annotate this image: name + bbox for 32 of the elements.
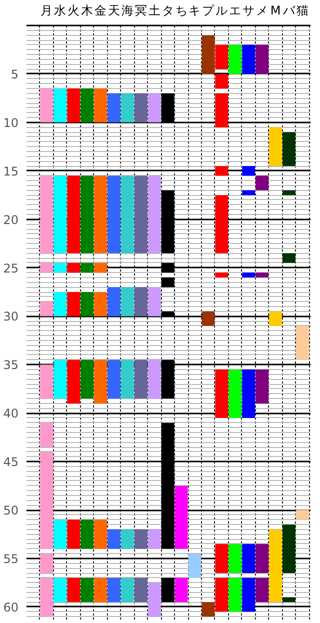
x-tick-label: 月 <box>40 4 53 18</box>
x-tick-label: サ <box>242 4 255 18</box>
x-tick-label: 水 <box>54 4 66 18</box>
x-tick-label: M <box>270 4 281 18</box>
x-tick-label: 火 <box>68 4 80 18</box>
x-tick-label: プ <box>202 4 216 18</box>
x-tick-label: 木 <box>81 4 94 18</box>
x-tick-label: ち <box>175 4 188 18</box>
y-tick-label: 15 <box>3 164 19 178</box>
x-tick-label: キ <box>188 4 201 18</box>
y-tick-label: 25 <box>3 261 19 276</box>
y-tick-label: 45 <box>3 455 19 470</box>
x-tick-label: バ <box>282 4 296 18</box>
x-tick-label: エ <box>229 4 242 18</box>
x-tick-label: タ <box>162 4 174 18</box>
y-tick-label: 30 <box>3 310 19 324</box>
x-tick-label: メ <box>256 4 268 18</box>
y-tick-label: 60 <box>3 600 19 614</box>
x-tick-label: 海 <box>121 4 134 18</box>
y-tick-label: 40 <box>3 406 19 421</box>
y-tick-label: 55 <box>3 552 19 566</box>
y-tick-label: 50 <box>3 504 19 518</box>
y-tick-label: 10 <box>3 116 19 130</box>
x-tick-label: 猫 <box>296 4 308 18</box>
x-tick-label: ル <box>216 4 228 18</box>
x-tick-label: 金 <box>94 4 107 18</box>
x-tick-label: 天 <box>108 4 120 18</box>
x-tick-label: 冥 <box>134 4 147 18</box>
y-tick-label: 5 <box>10 67 19 82</box>
y-tick-label: 35 <box>3 358 19 372</box>
y-tick-label: 20 <box>3 212 19 227</box>
x-tick-label: 土 <box>148 4 160 18</box>
